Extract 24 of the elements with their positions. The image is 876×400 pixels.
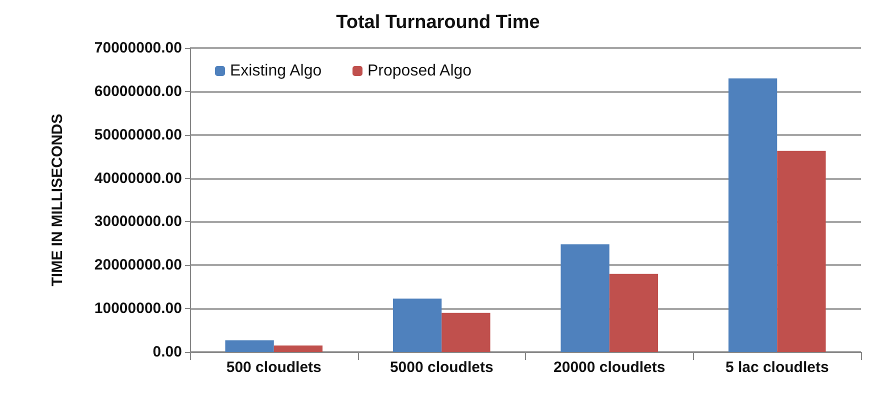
bar: [728, 78, 778, 352]
bar: [225, 340, 274, 352]
bar: [442, 312, 490, 352]
y-tick-label: 20000000.00: [94, 256, 182, 274]
y-axis-title: TIME IN MILLISECONDS: [49, 114, 66, 286]
x-tick-label: 20000 cloudlets: [554, 359, 666, 376]
x-tick-label: 5000 cloudlets: [390, 359, 494, 376]
y-tick-label: 40000000.00: [94, 170, 182, 187]
bar: [392, 298, 442, 352]
y-tick-label: 10000000.00: [94, 300, 182, 318]
y-tick-label: 0.00: [152, 344, 182, 360]
legend-label: Proposed Algo: [367, 62, 472, 80]
y-tick-label: 30000000.00: [94, 213, 182, 230]
y-tick-label: 70000000.00: [94, 40, 182, 56]
legend-label: Existing Algo: [230, 62, 322, 80]
x-tick-label: 500 cloudlets: [226, 359, 322, 376]
y-tick-label: 60000000.00: [94, 82, 182, 100]
bar: [777, 150, 826, 352]
bar: [274, 345, 323, 352]
bar: [609, 274, 658, 352]
bar: [560, 244, 610, 352]
y-tick-label: 50000000.00: [94, 126, 182, 144]
chart-title: Total Turnaround Time: [336, 12, 540, 33]
x-tick-label: 5 lac cloudlets: [725, 359, 829, 376]
